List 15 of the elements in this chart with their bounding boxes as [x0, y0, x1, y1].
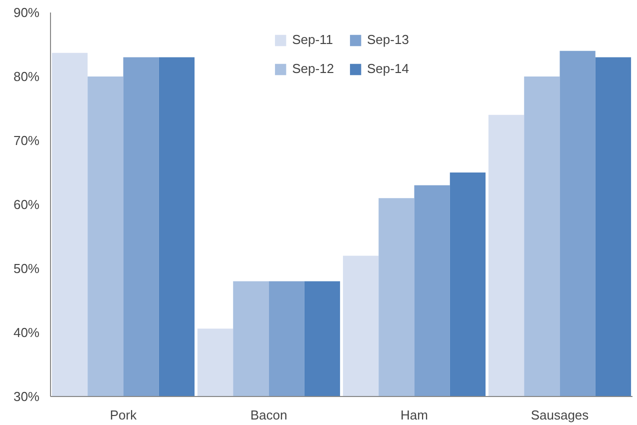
y-tick-label: 70%: [13, 133, 40, 148]
x-tick-label: Bacon: [250, 408, 288, 422]
legend-label: Sep-14: [367, 61, 409, 76]
y-tick-label: 90%: [13, 5, 40, 20]
legend-label: Sep-12: [292, 61, 334, 76]
legend-label: Sep-11: [292, 32, 334, 47]
y-tick-label: 80%: [13, 69, 40, 84]
x-tick-label: Pork: [110, 408, 138, 422]
y-tick-label: 30%: [13, 389, 40, 404]
y-tick-label: 50%: [13, 261, 40, 276]
legend-label: Sep-13: [367, 32, 409, 47]
x-tick-label: Ham: [400, 408, 428, 422]
x-tick-label: Sausages: [530, 408, 590, 422]
y-tick-label: 40%: [13, 325, 40, 340]
y-tick-label: 60%: [13, 197, 40, 212]
